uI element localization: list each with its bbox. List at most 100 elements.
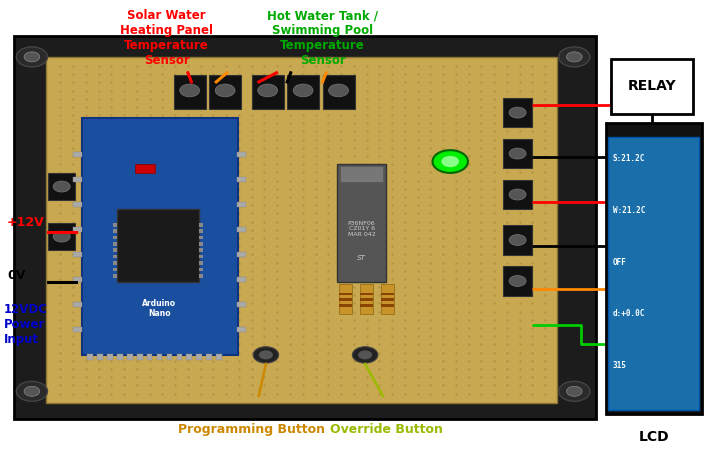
Bar [97,354,103,360]
Circle shape [24,52,40,62]
Bar [177,354,182,360]
Text: 0V: 0V [7,269,26,282]
Bar [287,75,319,109]
Circle shape [358,350,372,359]
Bar [216,354,222,360]
Bar [199,223,203,227]
Text: 12VDC
Power
Input: 12VDC Power Input [4,303,48,346]
Bar [117,209,199,282]
Circle shape [16,381,48,401]
Bar [135,164,155,173]
Bar [237,252,246,257]
Bar [199,255,203,258]
Circle shape [16,47,48,67]
Bar [199,268,203,271]
Bar [82,118,238,355]
Text: LCD: LCD [638,430,669,444]
Circle shape [253,347,279,363]
Text: RELAY: RELAY [627,80,676,93]
Bar [503,180,532,209]
Circle shape [441,156,459,167]
Text: Hot Water Tank /
Swimming Pool
Temperature
Sensor: Hot Water Tank / Swimming Pool Temperatu… [267,9,378,67]
Bar [167,354,172,360]
Circle shape [328,84,349,97]
Circle shape [259,350,273,359]
Bar [237,177,246,182]
Circle shape [509,189,526,200]
Bar [73,227,82,232]
Circle shape [509,276,526,287]
Bar [503,139,532,168]
Bar [113,223,117,227]
Bar [113,268,117,271]
Bar [340,166,383,182]
Bar [360,298,373,301]
Bar [237,227,246,232]
Circle shape [509,148,526,159]
Text: W:21.2C: W:21.2C [613,206,645,215]
Bar [174,75,206,109]
Bar [339,284,352,314]
Circle shape [258,84,277,97]
Bar [252,75,284,109]
Bar [199,236,203,239]
Bar [73,252,82,257]
Bar [14,36,596,419]
Bar [360,304,373,307]
Bar [503,98,532,127]
Bar [611,59,693,114]
Bar [196,354,202,360]
Bar [206,354,212,360]
Bar [209,75,241,109]
Bar [323,75,354,109]
Bar [46,57,557,403]
Bar [503,225,532,255]
Bar [73,152,82,157]
Circle shape [559,381,590,401]
Bar [381,304,394,307]
Bar [73,177,82,182]
Circle shape [566,52,582,62]
Text: S:21.2C: S:21.2C [613,154,645,163]
Bar [606,123,702,414]
Bar [199,261,203,265]
Bar [107,354,113,360]
Bar [113,242,117,246]
Bar [360,293,373,295]
Text: ST: ST [357,255,366,262]
Bar [237,302,246,307]
Bar [73,302,82,307]
Bar [113,261,117,265]
Bar [127,354,133,360]
Bar [186,354,192,360]
Bar [339,298,352,301]
Bar [113,248,117,252]
Text: OFF: OFF [613,258,627,267]
Bar [237,152,246,157]
Text: Programming Button: Programming Button [178,423,325,436]
Bar [339,293,352,295]
Bar [339,304,352,307]
Bar [360,284,373,314]
Bar [147,354,152,360]
Bar [337,164,386,282]
Bar [381,284,394,314]
Bar [157,354,162,360]
Text: Arduino
Nano: Arduino Nano [143,299,177,318]
Bar [199,248,203,252]
Bar [381,293,394,295]
Circle shape [559,47,590,67]
Bar [237,327,246,332]
Text: Override Button: Override Button [330,423,443,436]
Bar [237,202,246,207]
Bar [87,354,93,360]
Text: Solar Water
Heating Panel
Temperature
Sensor: Solar Water Heating Panel Temperature Se… [120,9,213,67]
Bar [199,229,203,233]
Bar [237,277,246,282]
Circle shape [432,150,468,173]
Bar [113,274,117,278]
Circle shape [180,84,200,97]
Bar [113,229,117,233]
Bar [117,354,123,360]
Bar [113,236,117,239]
